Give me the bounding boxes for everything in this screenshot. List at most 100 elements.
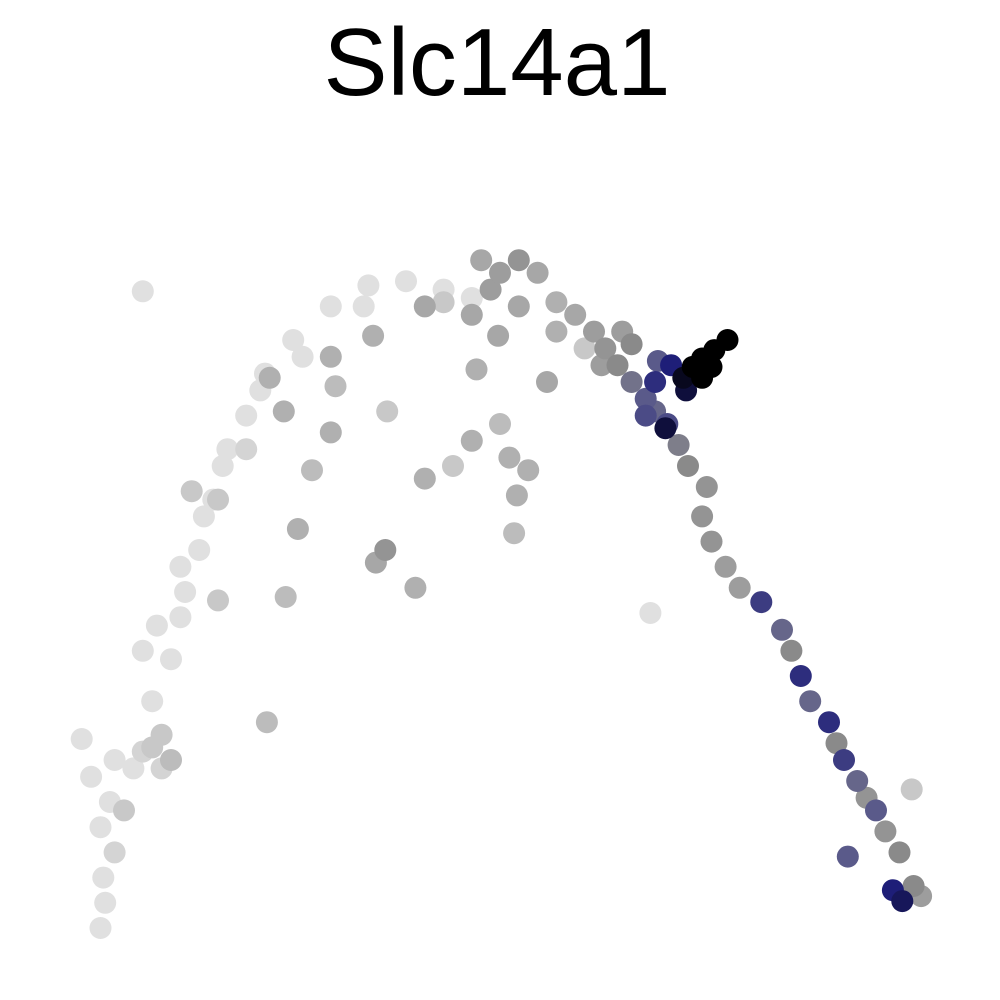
scatter-point [89,917,112,939]
scatter-point [404,576,427,599]
scatter-point [771,618,793,641]
scatter-point [460,429,483,452]
scatter-point [545,320,568,343]
scatter-point [498,446,521,469]
scatter-point [902,875,925,897]
scatter-point [536,371,558,393]
scatter-point [503,522,526,545]
scatter-point [888,841,911,864]
scatter-point [634,387,657,410]
scatter-point [374,539,397,561]
scatter-point [799,690,822,713]
scatter-point [590,354,613,377]
scatter-point [833,749,855,771]
scatter-point [691,505,714,528]
scatter-point [188,539,211,561]
scatter-point [818,711,840,734]
scatter-point [583,320,605,343]
scatter-point [644,371,667,393]
scatter-point [131,280,154,303]
scatter-point [291,345,314,368]
scatter-point [714,555,737,578]
scatter-point [716,329,739,351]
scatter-point [89,816,112,839]
scatter-point [301,459,323,482]
scatter-point [750,591,773,614]
scatter-point [594,337,617,360]
scatter-point [487,324,510,347]
scatter-point [780,639,803,662]
scatter-point [442,455,464,477]
scatter-point [395,270,417,293]
scatter-point [122,757,145,780]
scatter-point [789,665,812,687]
scatter-point [413,295,436,318]
scatter-point [620,371,643,393]
scatter-point [113,799,135,822]
scatter-point [216,438,239,461]
scatter-point [728,576,751,599]
scatter-point [634,404,657,427]
scatter-point [272,400,295,423]
scatter-point [545,291,568,314]
scatter-point [677,455,699,477]
scatter-point [362,324,385,347]
scatter-point [836,845,859,868]
scatter-point [235,438,258,461]
scatter-point [526,261,549,284]
scatter-point [70,728,93,750]
scatter-point [564,303,587,326]
scatter-point [654,417,677,440]
scatter-point [517,459,540,482]
scatter-point [141,736,164,759]
scatter-point [460,287,483,309]
scatter-point [573,337,596,360]
scatter-point [145,614,168,637]
scatter-point [180,480,203,503]
scatter-point [700,355,723,378]
scatter-point [211,455,234,477]
scatter-point [103,841,126,864]
scatter-point [825,732,848,755]
scatter-point [103,749,126,771]
scatter-point [846,770,869,792]
scatter-point [192,505,215,528]
scatter-point [620,333,643,356]
scatter-point [667,434,690,456]
scatter-point [465,358,488,381]
scatter-point [865,799,887,822]
scatter-point [80,765,103,788]
scatter-point [207,589,229,612]
scatter-point [169,555,192,578]
scatter-point [160,648,182,671]
scatter-point [92,866,115,889]
scatter-point [319,295,342,318]
scatter-point [470,249,493,272]
scatter-points [70,249,933,939]
scatter-point [874,820,897,843]
scatter-point [413,467,436,490]
scatter-point [489,261,511,284]
scatter-point [94,891,117,914]
scatter-point [169,606,192,629]
scatter-point [507,295,530,318]
scatter-point [235,404,258,427]
scatter-point [282,329,305,351]
scatter-point [460,303,483,326]
scatter-point [700,530,723,553]
scatter-point [174,581,197,603]
scatter-point [319,345,342,368]
scatter-point [357,274,380,297]
scatter-point [160,749,182,771]
scatter-point [131,639,154,662]
scatter-point [258,366,281,389]
scatter-point [489,413,511,435]
scatter-point [324,375,347,398]
scatter-point [352,295,375,318]
scatter-point [207,488,229,511]
scatter-point [255,711,278,734]
scatter-point [606,354,629,377]
scatter-point [274,586,297,608]
scatter-point [141,690,164,713]
scatter-point [507,249,530,272]
